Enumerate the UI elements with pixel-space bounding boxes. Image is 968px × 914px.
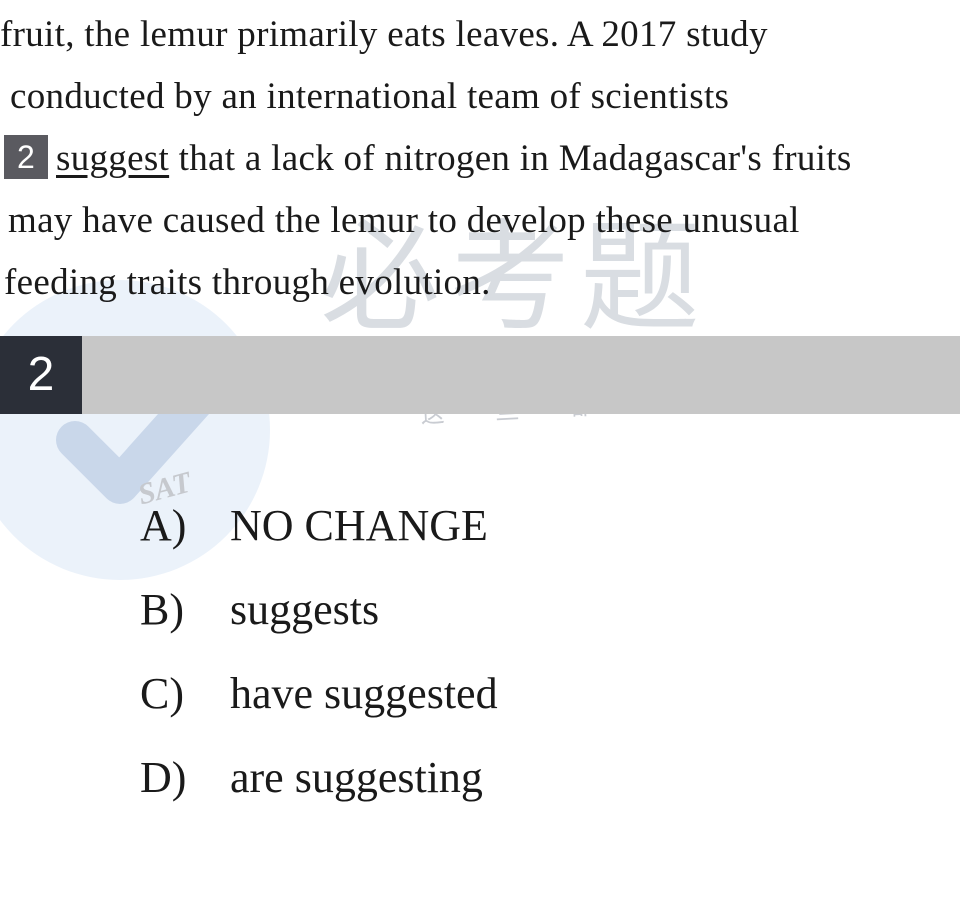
choice-text: NO CHANGE bbox=[230, 501, 488, 550]
choice-text: are suggesting bbox=[230, 753, 483, 802]
passage-text: fruit, the lemur primarily eats leaves. … bbox=[0, 0, 968, 314]
choice-label: C) bbox=[140, 652, 230, 736]
passage-line-5: feeding traits through evolution. bbox=[0, 252, 960, 314]
passage-line-2: conducted by an international team of sc… bbox=[0, 66, 960, 128]
choice-c[interactable]: C)have suggested bbox=[140, 652, 968, 736]
inline-question-badge: 2 bbox=[4, 135, 48, 179]
passage-line-4: may have caused the lemur to develop the… bbox=[0, 190, 960, 252]
choice-label: B) bbox=[140, 568, 230, 652]
choice-b[interactable]: B)suggests bbox=[140, 568, 968, 652]
passage-line-1: fruit, the lemur primarily eats leaves. … bbox=[0, 4, 960, 66]
choice-a[interactable]: A)NO CHANGE bbox=[140, 484, 968, 568]
choice-text: have suggested bbox=[230, 669, 498, 718]
choice-text: suggests bbox=[230, 585, 379, 634]
choice-d[interactable]: D)are suggesting bbox=[140, 736, 968, 820]
question-number-box: 2 bbox=[0, 336, 82, 414]
choice-label: D) bbox=[140, 736, 230, 820]
underlined-word: suggest bbox=[56, 138, 169, 179]
passage-line-3-after: that a lack of nitrogen in Madagascar's … bbox=[169, 138, 851, 179]
question-header-bar: 2 bbox=[0, 336, 960, 414]
choice-label: A) bbox=[140, 484, 230, 568]
answer-choices: A)NO CHANGE B)suggests C)have suggested … bbox=[0, 484, 968, 820]
passage-line-3: 2suggest that a lack of nitrogen in Mada… bbox=[0, 128, 960, 190]
